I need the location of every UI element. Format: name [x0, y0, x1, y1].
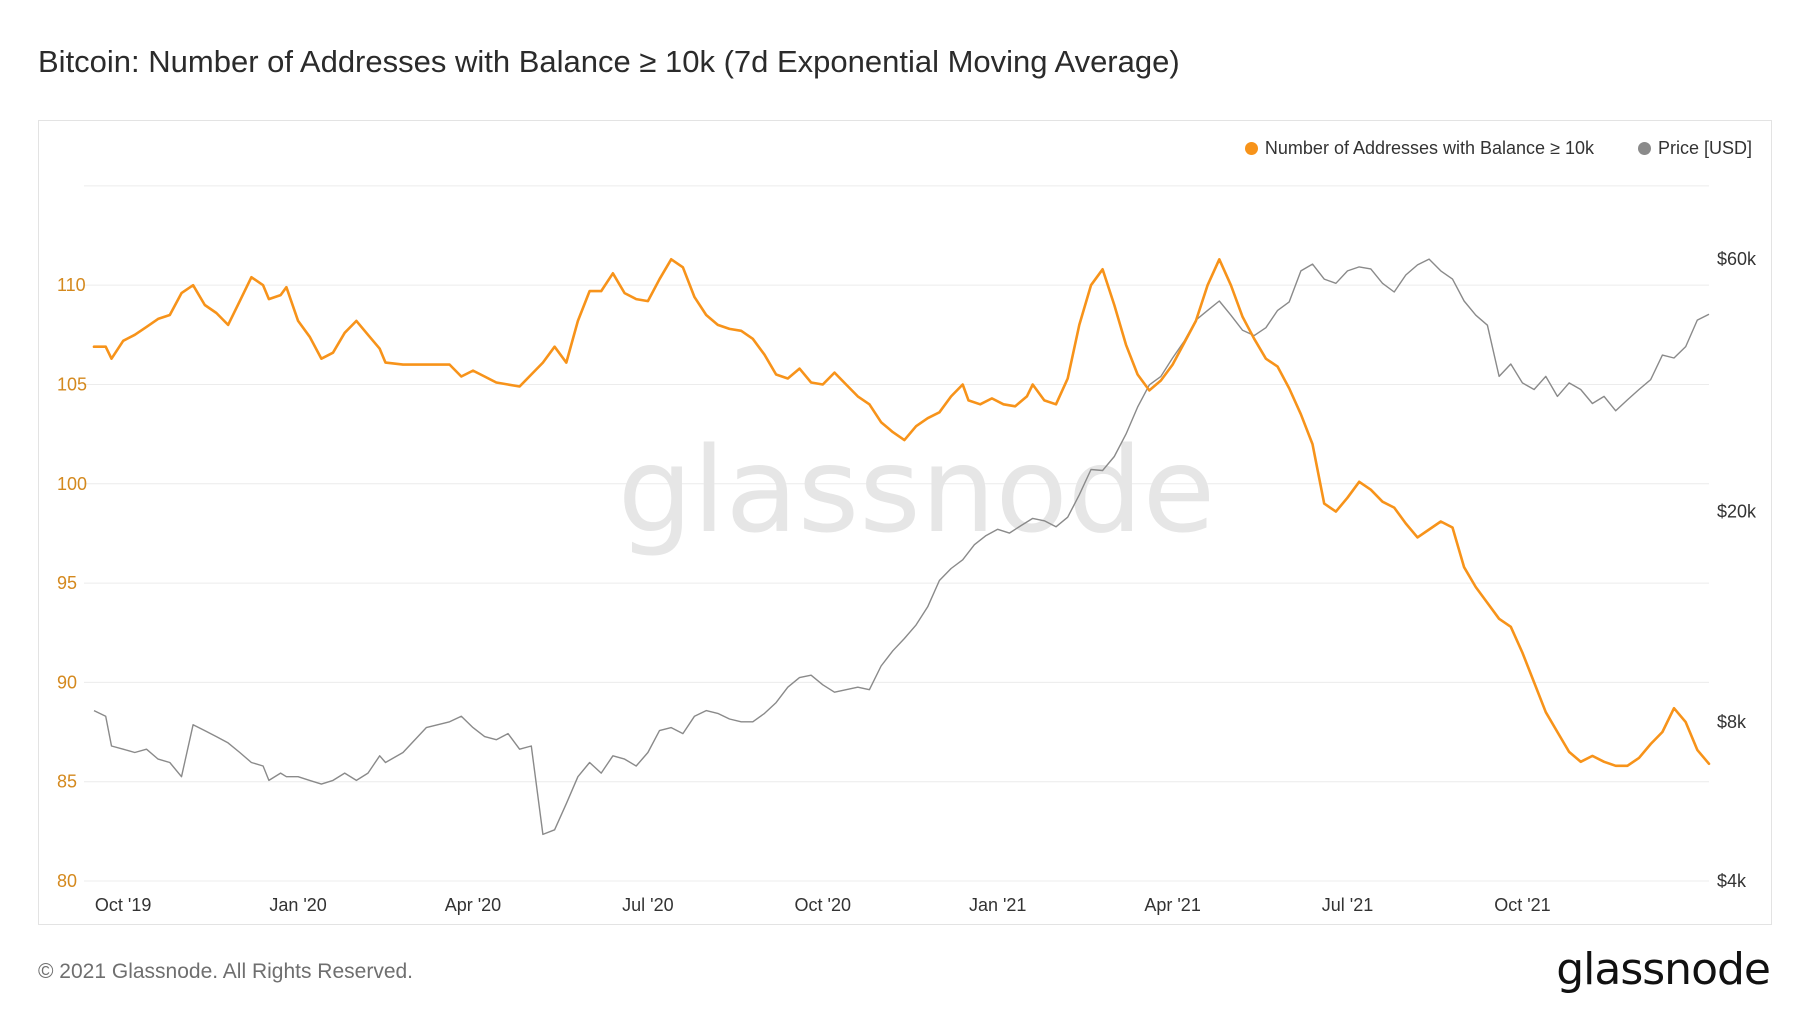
legend-item-addresses[interactable]: Number of Addresses with Balance ≥ 10k: [1244, 138, 1594, 159]
left-axis-tick-label: 100: [57, 474, 87, 494]
x-axis-tick-label: Oct '19: [95, 895, 151, 915]
left-axis-tick-label: 110: [57, 275, 86, 295]
left-axis-tick-label: 80: [57, 871, 77, 891]
legend: Number of Addresses with Balance ≥ 10k P…: [1244, 138, 1752, 159]
price-series-line: [93, 258, 1710, 836]
x-axis-tick-label: Jan '20: [269, 895, 326, 915]
watermark-text: glassnode: [618, 421, 1215, 559]
legend-price-label: Price [USD]: [1657, 138, 1752, 158]
x-axis-tick-label: Jan '21: [969, 895, 1026, 915]
left-axis-tick-label: 105: [57, 374, 87, 394]
x-axis-tick-label: Jul '20: [622, 895, 673, 915]
legend-price-marker: [1637, 142, 1651, 155]
right-axis-tick-label: $60k: [1717, 249, 1757, 269]
x-axis-tick-label: Jul '21: [1322, 895, 1373, 915]
legend-item-price[interactable]: Price [USD]: [1637, 138, 1752, 159]
legend-addresses-label: Number of Addresses with Balance ≥ 10k: [1264, 138, 1594, 158]
x-axis-tick-label: Oct '20: [795, 895, 851, 915]
right-axis-tick-label: $4k: [1717, 871, 1747, 891]
left-axis-tick-label: 90: [57, 672, 77, 692]
legend-addresses-marker: [1244, 142, 1258, 155]
x-axis-tick-label: Oct '21: [1494, 895, 1550, 915]
x-axis-tick-label: Apr '20: [445, 895, 501, 915]
chart-panel: glassnode 80 85 90 95 100 105 110 $4k $8k $20k $60k…: [38, 120, 1772, 925]
right-axis-tick-label: $8k: [1717, 712, 1747, 732]
addresses-series-line: [92, 258, 1711, 768]
left-axis-tick-label: 95: [57, 573, 77, 593]
right-axis-tick-label: $20k: [1717, 501, 1757, 521]
chart-svg: glassnode 80 85 90 95 100 105 110 $4k $8k $20k $60k…: [57, 185, 1757, 915]
left-axis-tick-label: 85: [57, 772, 77, 792]
copyright: © 2021 Glassnode. All Rights Reserved.: [38, 960, 414, 983]
glassnode-logo: glassnode: [1556, 944, 1771, 995]
x-axis-tick-label: Apr '21: [1144, 895, 1200, 915]
chart-title: Bitcoin: Number of Addresses with Balanc…: [38, 44, 1180, 79]
